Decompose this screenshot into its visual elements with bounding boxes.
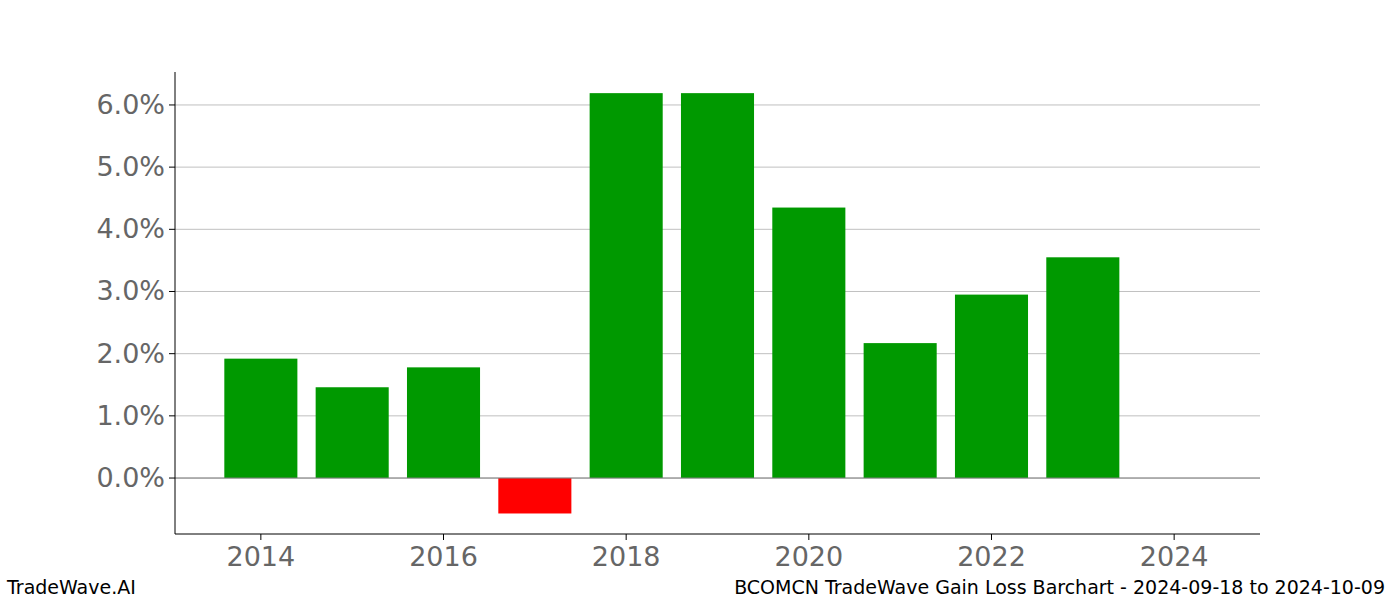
x-tick xyxy=(808,534,809,540)
x-tick xyxy=(260,534,261,540)
x-axis-line xyxy=(175,534,1260,535)
grid-line xyxy=(175,478,1260,479)
bar xyxy=(864,343,937,478)
x-tick-label: 2024 xyxy=(1140,541,1209,572)
title: BCOMCN TradeWave Gain Loss Barchart - 20… xyxy=(734,576,1385,598)
y-tick-label: 0.0% xyxy=(96,462,165,493)
x-tick xyxy=(626,534,627,540)
y-tick-label: 4.0% xyxy=(96,213,165,244)
y-axis-line xyxy=(175,72,176,534)
zero-line xyxy=(175,478,1260,479)
y-tick xyxy=(169,167,175,168)
x-tick-label: 2020 xyxy=(774,541,843,572)
bars xyxy=(224,93,1119,513)
y-tick xyxy=(169,353,175,354)
x-tick-label: 2022 xyxy=(957,541,1026,572)
bar xyxy=(681,93,754,478)
bar xyxy=(498,478,571,513)
y-tick xyxy=(169,229,175,230)
chart: 0.0% 1.0% 2.0% 3.0% 4.0% 5.0% 6.0% 2014 2016 2018… xyxy=(0,0,1400,600)
bar xyxy=(224,359,297,478)
y-tick-label: 1.0% xyxy=(96,400,165,431)
x-tick xyxy=(443,534,444,540)
y-tick-label: 2.0% xyxy=(96,338,165,369)
x-tick xyxy=(1174,534,1175,540)
y-tick xyxy=(169,415,175,416)
y-tick-label: 3.0% xyxy=(96,275,165,306)
y-tick-label: 6.0% xyxy=(96,89,165,120)
x-tick-label: 2014 xyxy=(226,541,295,572)
bar xyxy=(772,208,845,478)
bar xyxy=(407,367,480,478)
x-tick-label: 2018 xyxy=(592,541,661,572)
bar xyxy=(590,93,663,478)
y-tick xyxy=(169,104,175,105)
bar xyxy=(316,387,389,478)
x-tick-label: 2016 xyxy=(409,541,478,572)
y-tick-label: 5.0% xyxy=(96,151,165,182)
bar xyxy=(955,295,1028,478)
source-label: TradeWave.AI xyxy=(6,576,136,598)
y-tick xyxy=(169,291,175,292)
bar xyxy=(1046,257,1119,478)
x-tick xyxy=(991,534,992,540)
y-tick xyxy=(169,478,175,479)
